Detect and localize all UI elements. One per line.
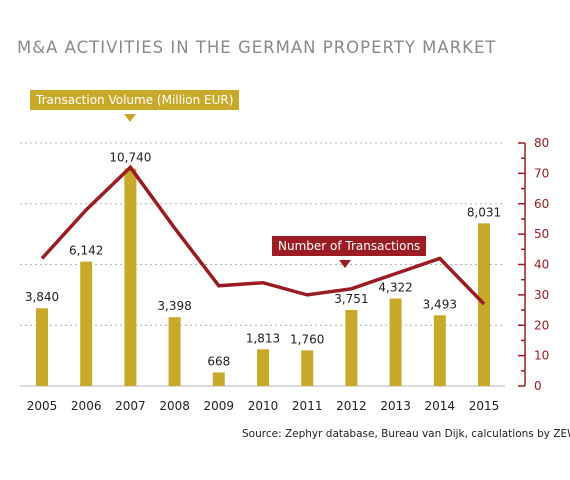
bar-2007 bbox=[124, 168, 137, 386]
x-tick-label: 2007 bbox=[115, 399, 146, 413]
right-tick-label: 60 bbox=[534, 197, 549, 211]
bar-value-label: 1,813 bbox=[246, 331, 280, 345]
legend-volume-pointer bbox=[124, 114, 136, 122]
legend-transactions-callout: Number of Transactions bbox=[272, 236, 427, 256]
right-tick-label: 20 bbox=[534, 318, 549, 332]
bar-value-label: 3,751 bbox=[334, 292, 368, 306]
bar-2015 bbox=[478, 223, 490, 386]
bar-value-label: 6,142 bbox=[69, 244, 103, 258]
x-tick-label: 2006 bbox=[71, 399, 102, 413]
bar-2009 bbox=[212, 372, 225, 386]
x-tick-label: 2011 bbox=[292, 399, 323, 413]
bar-2014 bbox=[433, 315, 446, 386]
bar-value-label: 4,322 bbox=[378, 280, 412, 294]
right-tick-label: 10 bbox=[534, 349, 549, 363]
x-tick-label: 2014 bbox=[425, 399, 456, 413]
right-tick-label: 80 bbox=[534, 136, 549, 150]
right-tick-label: 30 bbox=[534, 288, 549, 302]
x-tick-label: 2008 bbox=[159, 399, 190, 413]
x-tick-label: 2015 bbox=[469, 399, 500, 413]
x-tick-label: 2013 bbox=[380, 399, 411, 413]
x-tick-label: 2005 bbox=[27, 399, 58, 413]
bar-value-label: 10,740 bbox=[109, 151, 151, 165]
x-tick-label: 2012 bbox=[336, 399, 367, 413]
bar-2006 bbox=[80, 261, 93, 386]
bar-2008 bbox=[168, 317, 181, 386]
bar-value-label: 1,760 bbox=[290, 332, 324, 346]
right-tick-label: 50 bbox=[534, 227, 549, 241]
source-note: Source: Zephyr database, Bureau van Dijk… bbox=[242, 428, 570, 440]
bar-2012 bbox=[345, 310, 358, 386]
bar-2011 bbox=[301, 350, 314, 386]
right-tick-label: 40 bbox=[534, 258, 549, 272]
right-tick-label: 70 bbox=[534, 166, 549, 180]
x-tick-label: 2010 bbox=[248, 399, 279, 413]
x-tick-label: 2009 bbox=[204, 399, 235, 413]
bar-value-label: 3,840 bbox=[25, 290, 59, 304]
legend-transactions-pointer bbox=[339, 260, 351, 268]
chart-title: M&A ACTIVITIES IN THE GERMAN PROPERTY MA… bbox=[17, 38, 497, 57]
bar-value-label: 3,493 bbox=[423, 297, 457, 311]
bar-value-label: 3,398 bbox=[157, 299, 191, 313]
bar-value-label: 668 bbox=[207, 354, 230, 368]
bar-2005 bbox=[36, 308, 48, 386]
legend-volume-callout: Transaction Volume (Million EUR) bbox=[30, 90, 240, 110]
bar-2013 bbox=[389, 298, 402, 386]
bar-value-label: 8,031 bbox=[467, 205, 501, 219]
bar-2010 bbox=[257, 349, 269, 386]
right-tick-label: 0 bbox=[534, 379, 542, 393]
